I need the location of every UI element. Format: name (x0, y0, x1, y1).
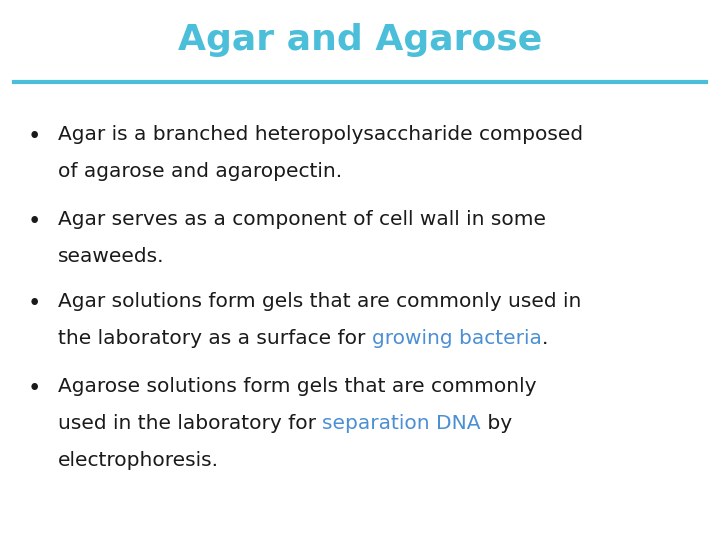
Text: Agar serves as a component of cell wall in some: Agar serves as a component of cell wall … (58, 210, 546, 229)
Text: electrophoresis.: electrophoresis. (58, 451, 219, 470)
Text: .: . (541, 329, 548, 348)
Text: Agar solutions form gels that are commonly used in: Agar solutions form gels that are common… (58, 292, 581, 311)
Text: by: by (481, 414, 512, 433)
Text: •: • (28, 292, 41, 315)
Text: seaweeds.: seaweeds. (58, 247, 164, 266)
Text: Agarose solutions form gels that are commonly: Agarose solutions form gels that are com… (58, 377, 536, 396)
Text: •: • (28, 210, 41, 233)
Text: Agar and Agarose: Agar and Agarose (178, 23, 542, 57)
Text: •: • (28, 377, 41, 400)
Text: of agarose and agaropectin.: of agarose and agaropectin. (58, 162, 342, 181)
Text: the laboratory as a surface for: the laboratory as a surface for (58, 329, 372, 348)
Text: •: • (28, 125, 41, 148)
Text: used in the laboratory for: used in the laboratory for (58, 414, 323, 433)
Text: Agar is a branched heteropolysaccharide composed: Agar is a branched heteropolysaccharide … (58, 125, 583, 144)
Text: separation DNA: separation DNA (323, 414, 481, 433)
Text: growing bacteria: growing bacteria (372, 329, 541, 348)
